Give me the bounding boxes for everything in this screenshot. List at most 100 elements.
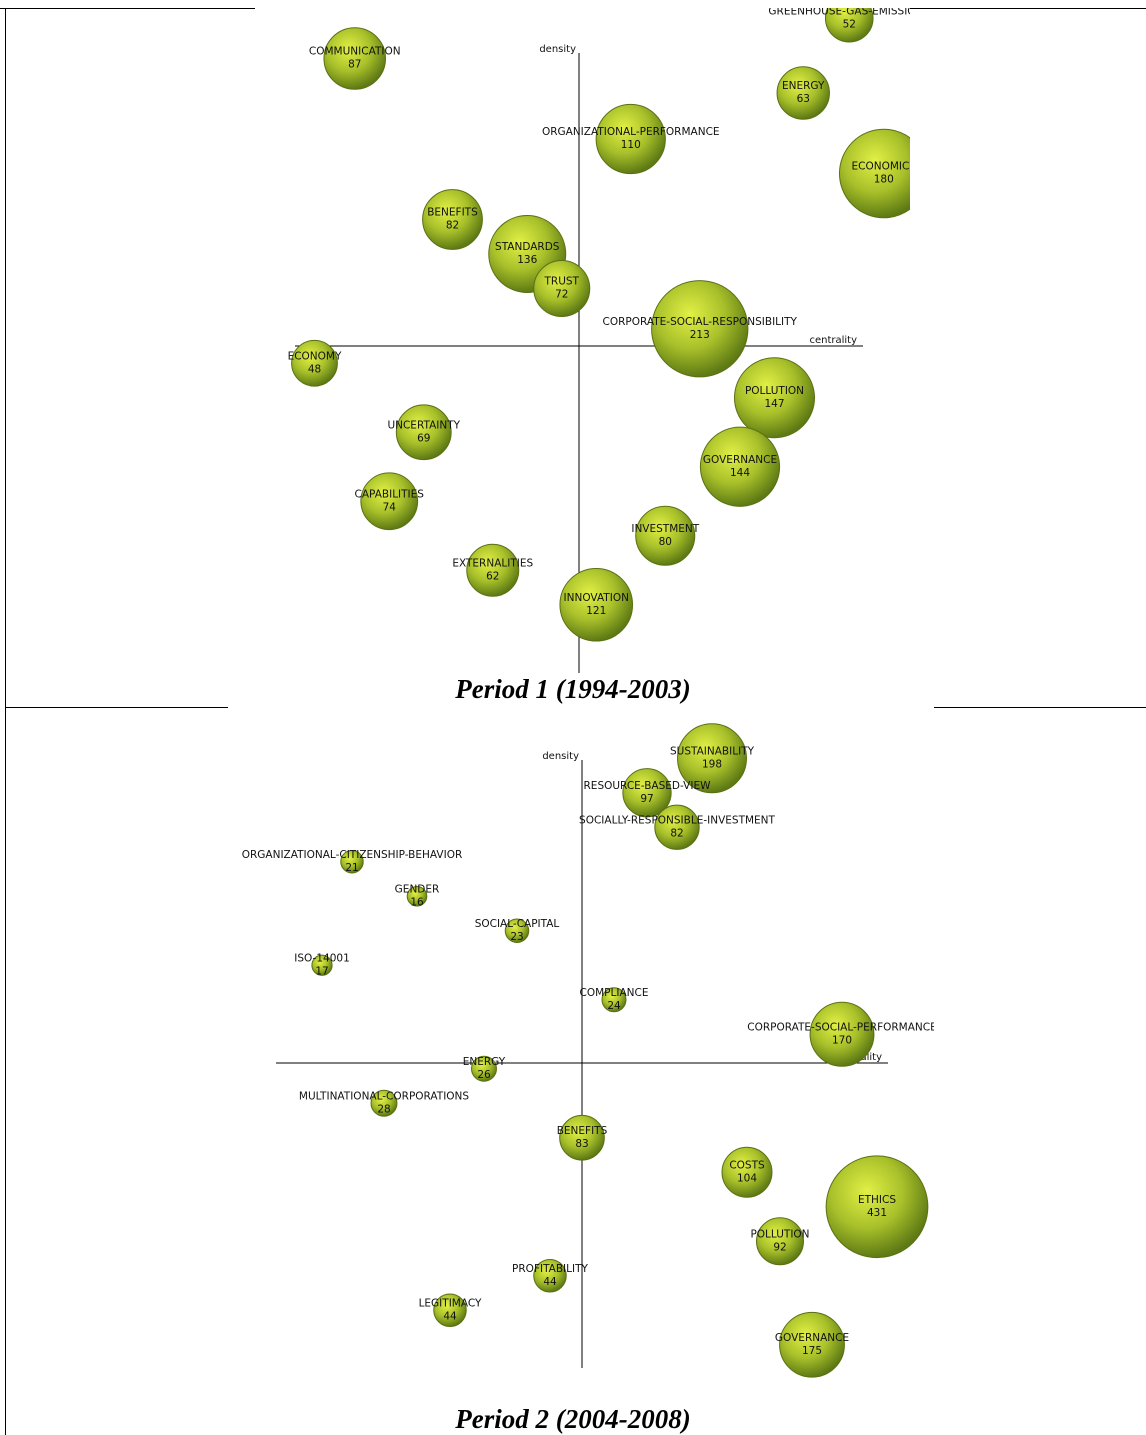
table-top-border-segment-right	[910, 8, 1146, 9]
bubble-circle	[433, 1293, 467, 1328]
bubble-label: ECONOMICS	[851, 161, 910, 173]
bubble-label: SOCIAL-CAPITAL	[475, 918, 560, 930]
bubble-circle	[635, 505, 696, 566]
bubble-circle	[422, 189, 483, 250]
bubble-circle	[824, 8, 874, 43]
bubble-circle	[406, 885, 428, 907]
bubble-value: 72	[555, 289, 568, 301]
bubble-label: INNOVATION	[564, 592, 629, 604]
bubble-value: 44	[443, 1310, 457, 1322]
bubble-value: 147	[764, 398, 784, 410]
bubble-value: 48	[308, 363, 321, 375]
bubble-value: 74	[383, 501, 397, 513]
bubble-circle	[471, 1055, 497, 1082]
bubble-label: GOVERNANCE	[775, 1332, 849, 1344]
bubble-value: 82	[446, 220, 459, 232]
bubble-value: 175	[802, 1345, 822, 1357]
bubble-value: 92	[773, 1241, 786, 1253]
bubble-value: 23	[510, 931, 523, 943]
bubble-label: LEGITIMACY	[419, 1297, 482, 1309]
bubble-label: EXTERNALITIES	[452, 557, 533, 569]
bubble-label: MULTINATIONAL-CORPORATIONS	[299, 1090, 470, 1102]
bubble-value: 69	[417, 432, 430, 444]
bubble-value: 26	[477, 1069, 491, 1081]
bubble-circle	[809, 1001, 875, 1067]
x-axis-label: centrality	[809, 335, 857, 346]
bubble-value: 136	[517, 254, 537, 266]
bubble-circle	[721, 1146, 773, 1198]
period-1-strategic-diagram: density centrality GREENHOUSE-GAS-EMISSION…	[288, 8, 910, 673]
bubble-circle	[340, 850, 364, 874]
bubble-circle	[677, 723, 747, 794]
bubble-value: 198	[702, 758, 722, 770]
bubble-label: ISO-14001	[294, 952, 350, 964]
table-left-border	[5, 8, 6, 1435]
bubble-label: ENERGY	[463, 1056, 506, 1068]
bubble-circle	[311, 954, 333, 976]
y-axis-label: density	[542, 751, 579, 762]
bubble-value: 28	[377, 1103, 390, 1115]
bubble-circle	[654, 804, 700, 850]
bubble-label: COSTS	[729, 1159, 765, 1171]
bubble-circle	[559, 567, 634, 642]
bubble-value: 83	[575, 1138, 588, 1150]
bubble-value: 110	[621, 139, 641, 151]
bubble-label: POLLUTION	[745, 385, 804, 397]
bubble-value: 431	[867, 1207, 887, 1219]
bubble-circle	[291, 339, 338, 387]
bubble-label: UNCERTAINTY	[387, 419, 460, 431]
bubble-value: 87	[348, 59, 361, 71]
bubble-label: STANDARDS	[495, 241, 560, 253]
bubble-label: ORGANIZATIONAL-CITIZENSHIP-BEHAVIOR	[242, 849, 463, 861]
bubble-circle	[533, 1258, 567, 1293]
bubble-circle	[651, 280, 749, 378]
row-divider-right	[934, 707, 1146, 708]
bubble-label: BENEFITS	[427, 207, 478, 219]
bubble-circle	[559, 1114, 605, 1161]
bubble-label: SUSTAINABILITY	[670, 745, 755, 757]
bubble-value: 80	[659, 536, 672, 548]
bubble-circle	[466, 543, 520, 597]
bubble-circle	[622, 768, 672, 818]
bubble-value: 16	[410, 896, 424, 908]
bubble-circle	[370, 1089, 398, 1117]
bubble-value: 62	[486, 570, 499, 582]
bubble-circle	[323, 27, 387, 90]
bubble-circle	[776, 66, 830, 120]
period-2-panel: densitycentralitySUSTAINABILITY198RESOUR…	[0, 708, 1146, 1435]
period-2-caption: Period 2 (2004-2008)	[455, 1404, 691, 1434]
bubble-value: 97	[640, 793, 653, 805]
bubble-label: CORPORATE-SOCIAL-RESPONSIBILITY	[603, 316, 798, 328]
bubble-circle	[838, 128, 910, 219]
bubble-circle	[733, 357, 816, 439]
bubble-value: 121	[586, 605, 606, 617]
period-1-caption: Period 1 (1994-2003)	[455, 674, 691, 704]
bubble-label: ENERGY	[782, 80, 825, 92]
bubble-label: TRUST	[544, 276, 580, 288]
bubble-label: GREENHOUSE-GAS-EMISSIONS	[768, 8, 910, 17]
bubble-value: 21	[345, 862, 358, 874]
bubble-circle	[533, 259, 591, 318]
bubble-circle	[699, 426, 781, 507]
y-axis-label: density	[539, 44, 576, 55]
